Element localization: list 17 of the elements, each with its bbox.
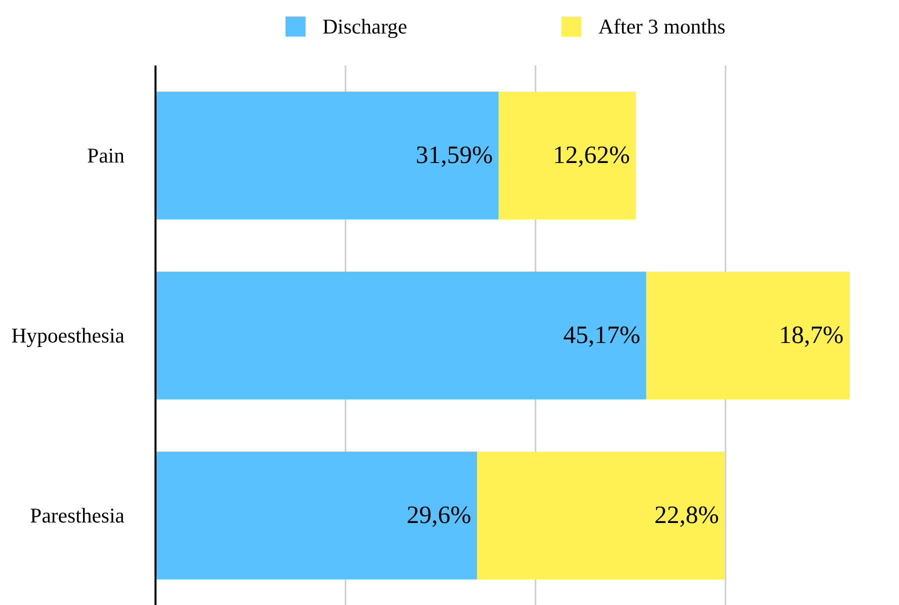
- data-label: 45,17%: [563, 322, 640, 349]
- data-label: 29,6%: [406, 502, 472, 529]
- bar: [646, 272, 850, 400]
- bar: [498, 92, 636, 220]
- y-tick-label: Pain: [87, 144, 125, 168]
- bar: [156, 272, 646, 400]
- legend-label: After 3 months: [598, 14, 726, 38]
- bar: [156, 452, 478, 580]
- data-label: 18,7%: [778, 322, 844, 349]
- bar: [156, 92, 499, 220]
- data-label: 12,62%: [552, 142, 630, 169]
- y-tick-label: Paresthesia: [30, 504, 126, 528]
- bar: [477, 452, 725, 580]
- data-label: 31,59%: [416, 142, 493, 169]
- data-label: 22,8%: [654, 502, 719, 529]
- legend-label: Discharge: [322, 14, 408, 38]
- y-tick-label: Hypoesthesia: [11, 324, 126, 348]
